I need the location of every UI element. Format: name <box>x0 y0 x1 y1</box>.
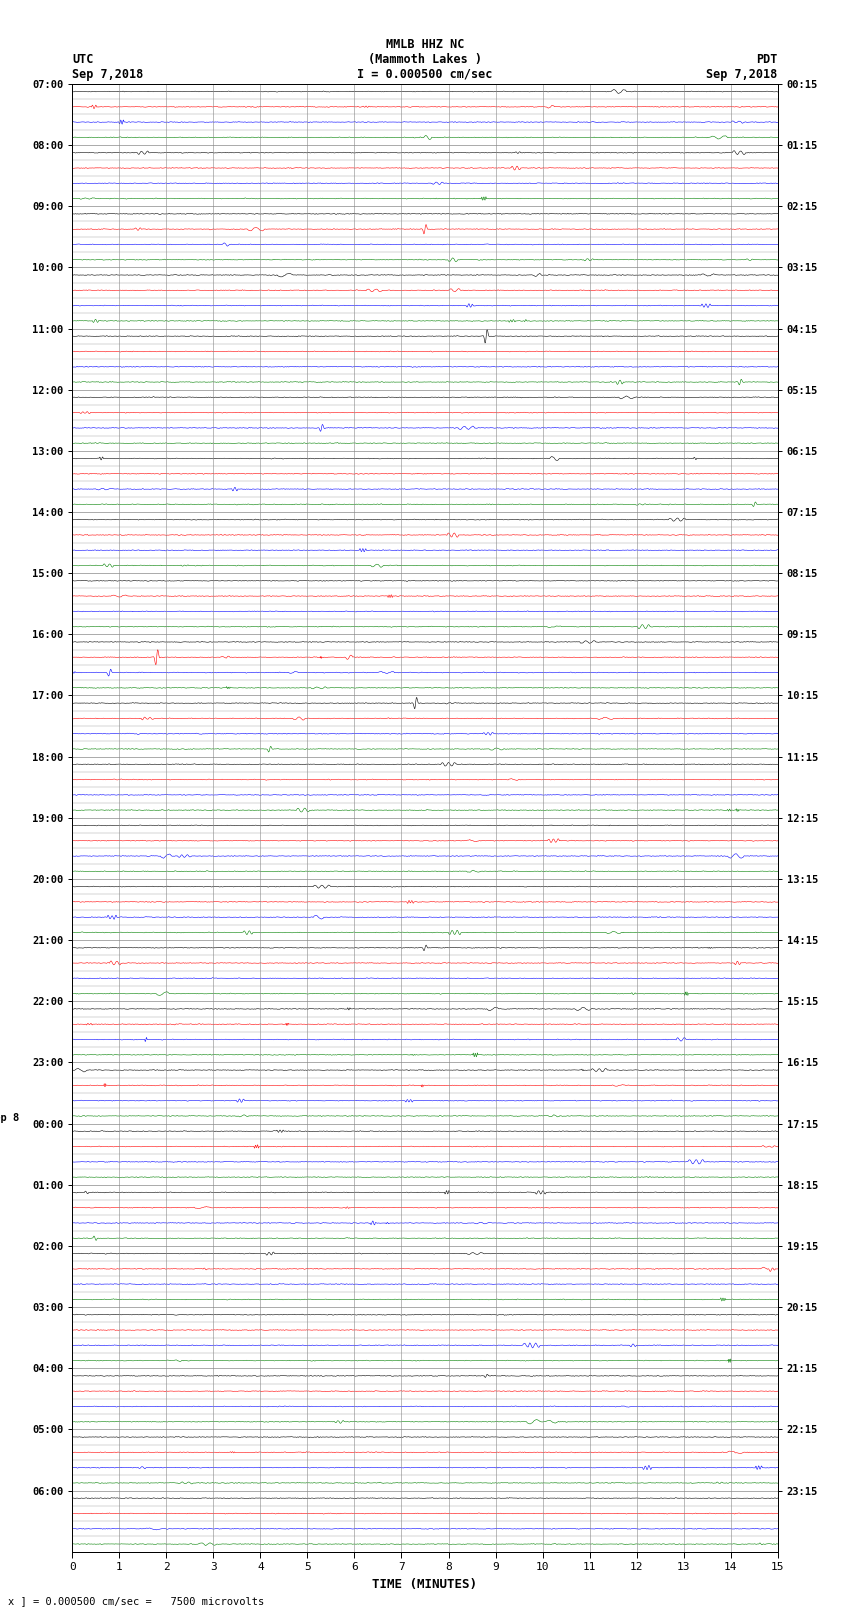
Text: UTC
Sep 7,2018: UTC Sep 7,2018 <box>72 53 144 81</box>
Text: MMLB HHZ NC
(Mammoth Lakes )
I = 0.000500 cm/sec: MMLB HHZ NC (Mammoth Lakes ) I = 0.00050… <box>357 37 493 81</box>
Text: x ] = 0.000500 cm/sec =   7500 microvolts: x ] = 0.000500 cm/sec = 7500 microvolts <box>8 1597 264 1607</box>
X-axis label: TIME (MINUTES): TIME (MINUTES) <box>372 1578 478 1590</box>
Text: Sep 8: Sep 8 <box>0 1113 20 1123</box>
Text: PDT
Sep 7,2018: PDT Sep 7,2018 <box>706 53 778 81</box>
